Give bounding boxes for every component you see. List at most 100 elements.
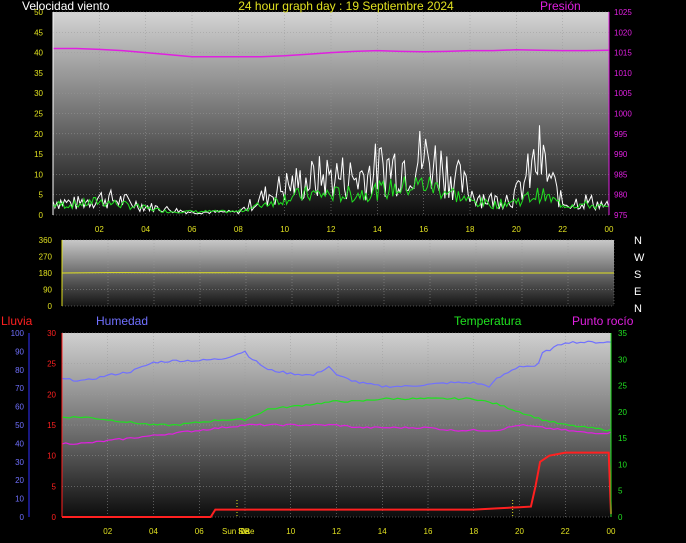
humidity-axis-title: Humedad xyxy=(96,314,148,328)
climate-x-tick-label: 14 xyxy=(378,527,387,536)
rain-y-ticks: 0 5 10 15 20 25 30 xyxy=(47,329,56,522)
wind-grid xyxy=(53,11,610,216)
temperature-axis-title: Temperatura xyxy=(454,314,522,328)
wind-y-tick-label: 45 xyxy=(34,28,43,37)
temperature-y-ticks: 0 5 10 15 20 25 30 35 xyxy=(618,329,627,522)
climate-x-tick-label: 10 xyxy=(286,527,295,536)
direction-y-ticks: 0 90 180 270 360 xyxy=(39,236,53,311)
climate-x-tick-label: 16 xyxy=(424,527,433,536)
rain-y-tick-label: 10 xyxy=(47,452,56,461)
compass-label: E xyxy=(634,286,641,298)
temperature-line xyxy=(61,397,612,432)
wind-y-tick-label: 20 xyxy=(34,130,43,139)
sunrise-label: Sun Rise xyxy=(222,527,255,536)
wind-x-ticks: 02 04 06 08 10 12 14 16 18 20 22 00 xyxy=(95,225,614,234)
humidity-y-tick-label: 40 xyxy=(15,439,24,448)
pressure-y-tick-label: 1015 xyxy=(614,49,632,58)
climate-x-tick-label: 12 xyxy=(332,527,341,536)
chart-title: 24 hour graph day : 19 Septiembre 2024 xyxy=(238,0,454,13)
climate-x-tick-label: 18 xyxy=(469,527,478,536)
wind-x-tick-label: 14 xyxy=(373,225,382,234)
wind-y-tick-label: 35 xyxy=(34,69,43,78)
wind-x-tick-label: 20 xyxy=(512,225,521,234)
wind-speed-line xyxy=(52,176,610,214)
pressure-y-tick-label: 1005 xyxy=(614,89,632,98)
direction-y-tick-label: 90 xyxy=(43,286,52,295)
temperature-y-tick-label: 5 xyxy=(618,487,623,496)
pressure-y-tick-label: 990 xyxy=(614,150,628,159)
wind-axis-title: Velocidad viento xyxy=(22,0,110,13)
wind-x-tick-label: 08 xyxy=(234,225,243,234)
sunset-label: Set xyxy=(238,527,251,536)
climate-x-tick-label: 04 xyxy=(149,527,158,536)
humidity-y-tick-label: 30 xyxy=(15,458,24,467)
humidity-y-tick-label: 0 xyxy=(20,513,25,522)
pressure-y-tick-label: 980 xyxy=(614,191,628,200)
wind-y-tick-label: 25 xyxy=(34,110,43,119)
wind-x-tick-label: 18 xyxy=(466,225,475,234)
climate-x-tick-label: 06 xyxy=(195,527,204,536)
wind-x-tick-label: 12 xyxy=(327,225,336,234)
rain-line xyxy=(62,451,612,518)
pressure-y-tick-label: 985 xyxy=(614,170,628,179)
climate-x-tick-label: 02 xyxy=(103,527,112,536)
wind-x-tick-label: 04 xyxy=(141,225,150,234)
wind-x-tick-label: 00 xyxy=(605,225,614,234)
temperature-y-tick-label: 0 xyxy=(618,513,623,522)
wind-y-tick-label: 15 xyxy=(34,150,43,159)
rain-y-tick-label: 15 xyxy=(47,421,56,430)
climate-x-tick-label: 08 xyxy=(241,527,250,536)
temperature-y-tick-label: 25 xyxy=(618,382,627,391)
pressure-line xyxy=(53,47,610,58)
climate-panel: 0 10 20 30 40 50 60 70 80 90 100 0 5 10 15 20 25 30 0 5 10… xyxy=(1,314,634,536)
direction-y-tick-label: 360 xyxy=(39,236,53,245)
humidity-y-tick-label: 90 xyxy=(15,347,24,356)
climate-x-tick-label: 00 xyxy=(607,527,616,536)
dewpoint-line xyxy=(61,423,612,445)
climate-series xyxy=(61,340,612,518)
humidity-y-tick-label: 100 xyxy=(11,329,25,338)
climate-grid xyxy=(62,332,612,518)
temperature-y-tick-label: 35 xyxy=(618,329,627,338)
dewpoint-axis-title: Punto rocío xyxy=(572,314,634,328)
pressure-y-tick-label: 1020 xyxy=(614,28,632,37)
wind-y-tick-label: 40 xyxy=(34,49,43,58)
climate-x-tick-label: 22 xyxy=(561,527,570,536)
direction-y-tick-label: 270 xyxy=(39,253,53,262)
wind-x-tick-label: 22 xyxy=(558,225,567,234)
direction-y-tick-label: 180 xyxy=(39,269,53,278)
temperature-y-tick-label: 15 xyxy=(618,434,627,443)
rain-y-tick-label: 20 xyxy=(47,390,56,399)
humidity-line xyxy=(61,340,612,389)
pressure-y-tick-label: 1010 xyxy=(614,69,632,78)
rain-y-tick-label: 0 xyxy=(52,513,57,522)
compass-label: W xyxy=(634,252,645,264)
pressure-y-tick-label: 975 xyxy=(614,211,628,220)
humidity-y-tick-label: 60 xyxy=(15,403,24,412)
wind-x-tick-label: 06 xyxy=(188,225,197,234)
pressure-y-tick-label: 1000 xyxy=(614,110,632,119)
temperature-y-tick-label: 10 xyxy=(618,460,627,469)
wind-y-tick-label: 5 xyxy=(39,191,44,200)
climate-x-tick-label: 20 xyxy=(515,527,524,536)
wind-y-tick-label: 30 xyxy=(34,89,43,98)
pressure-y-tick-label: 995 xyxy=(614,130,628,139)
humidity-y-ticks: 0 10 20 30 40 50 60 70 80 90 100 xyxy=(11,329,25,522)
pressure-axis-title: Presión xyxy=(540,0,581,13)
wind-gust-line xyxy=(52,125,610,215)
direction-y-tick-label: 0 xyxy=(48,302,53,311)
temperature-y-tick-label: 30 xyxy=(618,355,627,364)
wind-series xyxy=(52,47,610,215)
humidity-y-tick-label: 10 xyxy=(15,495,24,504)
compass-label: N xyxy=(634,303,642,315)
temperature-y-tick-label: 20 xyxy=(618,408,627,417)
compass-label: N xyxy=(634,235,642,247)
compass-label: S xyxy=(634,269,641,281)
humidity-y-tick-label: 80 xyxy=(15,366,24,375)
